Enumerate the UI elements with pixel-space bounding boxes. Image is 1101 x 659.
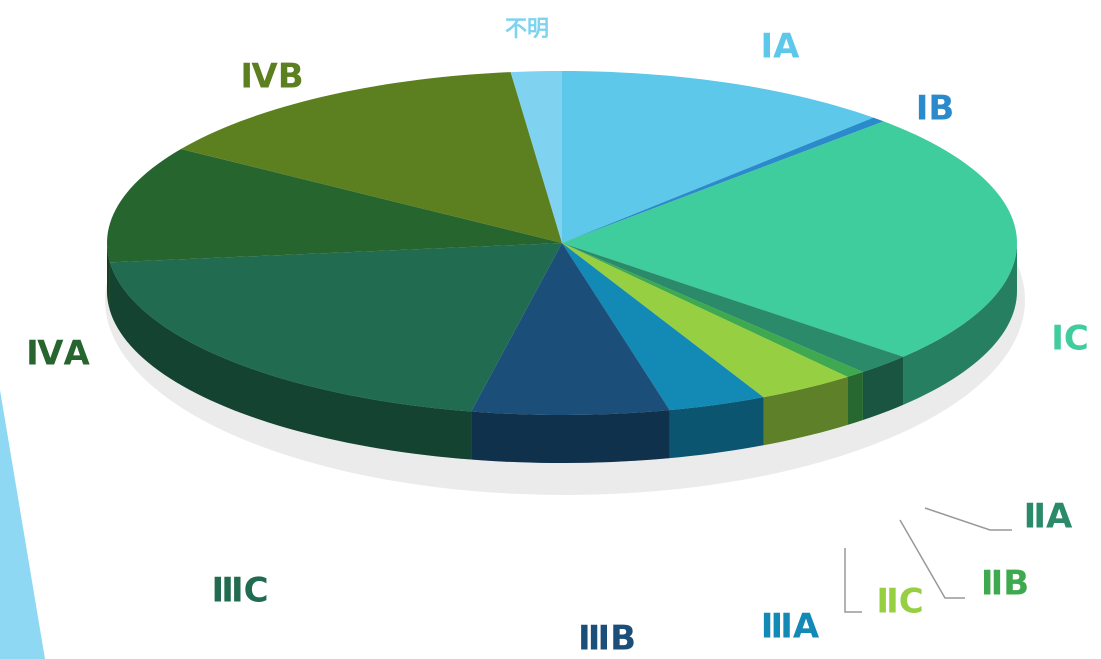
decoration xyxy=(0,390,45,659)
slice xyxy=(562,117,884,243)
slice-label: ⅠC xyxy=(1051,319,1089,359)
leader-line xyxy=(844,548,862,613)
leader-line xyxy=(924,507,1012,531)
slice-side xyxy=(669,397,764,459)
slice-label: ⅡA xyxy=(1024,497,1073,537)
slice xyxy=(562,121,1017,357)
slice-side xyxy=(862,356,904,421)
slice-side-shade xyxy=(763,376,848,446)
slice-side xyxy=(107,243,110,311)
leader-line xyxy=(899,519,965,599)
slice-label: ⅡB xyxy=(981,564,1029,604)
slice-label: ⅠA xyxy=(761,27,801,67)
leader-lines xyxy=(844,507,1012,613)
slice-side-shade xyxy=(862,356,904,421)
pie-tops xyxy=(107,71,1017,415)
slice-label: ⅢB xyxy=(578,619,636,659)
slice xyxy=(562,243,904,373)
slice-side xyxy=(847,372,863,425)
slice-label: ⅡC xyxy=(876,582,923,622)
slice-side xyxy=(471,410,670,463)
slice-side-shade xyxy=(107,243,110,311)
slice-label: ⅣB xyxy=(240,57,303,97)
slice-side-shade xyxy=(847,372,863,425)
slice-label: ⅠB xyxy=(916,89,955,129)
slice xyxy=(109,243,562,412)
slice-side xyxy=(763,376,848,446)
slice-side-shade xyxy=(903,243,1017,405)
slice-label: 不明 xyxy=(505,17,549,42)
slice xyxy=(562,243,863,377)
slice-side-shade xyxy=(109,262,472,460)
slice-label: ⅢC xyxy=(211,571,268,611)
slice xyxy=(107,149,563,263)
slice-side-shade xyxy=(669,397,764,459)
labels: ⅠA ⅠB ⅠC ⅡA ⅡB ⅡC ⅢA ⅢB ⅢC ⅣA ⅣB 不明 xyxy=(26,17,1089,659)
pie-sides xyxy=(107,243,1017,463)
slice xyxy=(510,71,562,243)
slice xyxy=(562,71,874,243)
slice-side xyxy=(903,243,1017,405)
slice-label: ⅣA xyxy=(26,334,90,374)
slice xyxy=(562,243,848,398)
slice-label: ⅢA xyxy=(761,607,820,647)
slice-side xyxy=(109,262,472,460)
slice xyxy=(471,243,670,415)
slice-side-shade xyxy=(471,410,670,463)
slice xyxy=(180,72,562,244)
slice xyxy=(562,243,764,411)
